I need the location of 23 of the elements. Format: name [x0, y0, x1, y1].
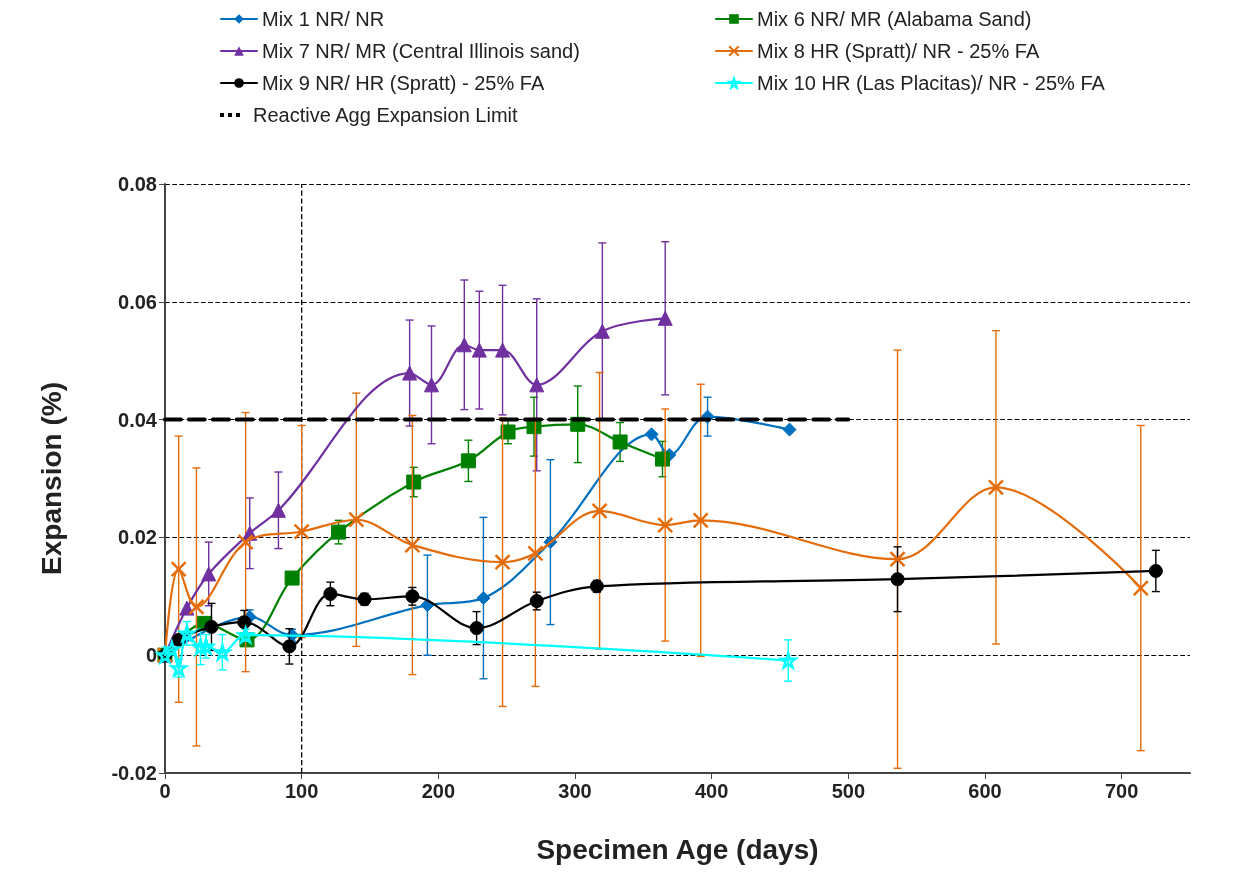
y-tick-label: 0.02 — [118, 526, 157, 549]
x-tick-label: 700 — [1104, 780, 1139, 802]
x-tick-label: 400 — [694, 780, 729, 802]
x-tick-label: 0 — [159, 780, 171, 802]
x-tick-label: 600 — [968, 780, 1002, 802]
x-tick-label: 100 — [284, 780, 319, 802]
y-tick-label: 0.08 — [118, 173, 157, 195]
x-tick-label: 500 — [831, 780, 866, 802]
legend-label: Mix 6 NR/ MR (Alabama Sand) — [757, 8, 1032, 30]
x-tick-label: 300 — [558, 780, 592, 802]
y-tick-label: 0 — [145, 644, 157, 667]
x-tick-label: 200 — [421, 780, 456, 802]
y-tick-label: -0.02 — [111, 762, 157, 784]
legend-label: Mix 1 NR/ NR — [262, 8, 385, 30]
legend-label: Mix 8 HR (Spratt)/ NR - 25% FA — [757, 40, 1040, 62]
legend-label: Reactive Agg Expansion Limit — [253, 104, 519, 126]
x-axis-title: Specimen Age (days) — [536, 833, 819, 865]
y-tick-label: 0.06 — [118, 290, 157, 313]
y-axis-title: Expansion (%) — [35, 382, 67, 575]
legend-label: Mix 7 NR/ MR (Central Illinois sand) — [262, 40, 580, 62]
legend-label: Mix 10 HR (Las Placitas)/ NR - 25% FA — [757, 72, 1106, 94]
legend-label: Mix 9 NR/ HR (Spratt) - 25% FA — [262, 72, 545, 94]
y-tick-label: 0.04 — [118, 408, 158, 431]
